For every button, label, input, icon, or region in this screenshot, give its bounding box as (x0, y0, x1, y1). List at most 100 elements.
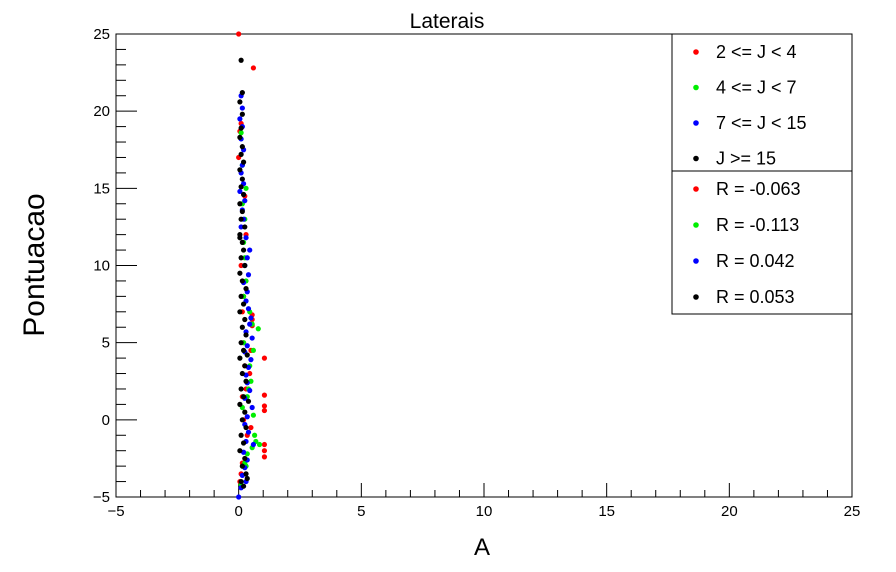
legend-marker (693, 84, 699, 91)
data-point (243, 471, 249, 477)
legend-marker (693, 49, 699, 55)
data-point (243, 332, 249, 338)
data-point (240, 440, 247, 446)
x-tick-label: 0 (234, 503, 242, 520)
data-point (239, 417, 245, 423)
y-tick-label: 0 (102, 412, 110, 429)
data-point (236, 31, 242, 37)
data-point (244, 255, 250, 261)
data-point (239, 324, 245, 330)
data-point (239, 239, 245, 245)
data-point (242, 198, 248, 204)
data-point (237, 355, 243, 361)
data-point (238, 293, 244, 299)
legend: 2 <= J < 4 4 <= J < 7 7 <= J < 15 J >= 15 R… (671, 33, 853, 315)
data-point (240, 247, 247, 253)
legend-marker (693, 258, 699, 264)
data-point (239, 90, 245, 96)
data-point (238, 224, 244, 230)
y-tick-label: 5 (102, 335, 110, 352)
data-point (247, 387, 253, 394)
legend-series: 2 <= J < 4 4 <= J < 7 7 <= J < 15 J >= 15 (693, 42, 807, 169)
data-point (237, 188, 243, 195)
data-point (237, 448, 243, 454)
y-tick-label: 15 (93, 180, 110, 197)
data-point (242, 455, 248, 462)
data-point (261, 355, 268, 361)
data-point (239, 105, 245, 111)
data-point (244, 475, 250, 482)
data-point (238, 130, 244, 136)
data-point (242, 224, 248, 230)
legend-marker (693, 186, 699, 192)
data-point (238, 340, 244, 346)
data-point (237, 235, 243, 241)
correlation-label: R = -0.063 (716, 179, 801, 199)
data-point (238, 432, 244, 438)
data-point (245, 306, 252, 312)
data-point (237, 401, 243, 407)
data-point (261, 403, 268, 409)
data-point (238, 151, 244, 157)
data-point (237, 201, 243, 207)
data-point (239, 208, 245, 215)
data-point (248, 315, 254, 321)
x-tick-label: −5 (107, 503, 124, 520)
correlation-label: R = 0.042 (716, 251, 795, 271)
y-axis-label: Pontuacao (18, 193, 51, 336)
y-tick-label: 10 (93, 258, 110, 275)
legend-marker (693, 120, 699, 126)
legend-entry-label: 7 <= J < 15 (716, 113, 807, 133)
x-tick-label: 15 (598, 503, 615, 520)
data-point (261, 448, 268, 454)
data-point (238, 184, 244, 190)
data-points (236, 31, 268, 500)
data-point (238, 386, 244, 392)
data-point (242, 316, 248, 323)
data-point (242, 363, 248, 369)
data-point (240, 301, 247, 307)
data-point (255, 326, 261, 332)
series-group (237, 57, 252, 489)
data-point (245, 272, 252, 278)
data-point (239, 111, 245, 117)
data-point (238, 125, 244, 131)
data-point (243, 378, 249, 384)
data-point (238, 255, 244, 261)
data-point (239, 278, 245, 284)
data-point (243, 424, 249, 431)
legend-box (671, 33, 853, 315)
x-axis: −5 0 5 10 15 20 25 (107, 483, 860, 520)
data-point (250, 412, 256, 418)
data-point (242, 262, 248, 269)
y-tick-label: 25 (93, 26, 110, 43)
x-tick-label: 25 (844, 503, 861, 520)
data-point (252, 432, 258, 438)
data-point (243, 235, 249, 241)
data-point (237, 116, 243, 122)
data-point (248, 424, 254, 431)
data-point (237, 309, 243, 315)
data-point (248, 357, 254, 363)
data-point (239, 370, 245, 377)
data-point (240, 483, 247, 489)
legend-entry-label: J >= 15 (716, 149, 776, 169)
legend-correlations: R = -0.063 R = -0.113 R = 0.042 R = 0.053 (693, 179, 801, 307)
data-point (238, 478, 244, 485)
data-point (238, 216, 244, 222)
y-tick-label: 20 (93, 103, 110, 120)
x-axis-label: A (474, 534, 490, 561)
data-point (250, 347, 256, 353)
data-point (261, 392, 268, 398)
data-point (261, 441, 268, 448)
data-point (247, 247, 253, 253)
data-point (256, 441, 263, 448)
chart-title: Laterais (410, 10, 485, 33)
data-point (240, 159, 247, 165)
data-point (240, 191, 247, 198)
legend-marker (693, 222, 699, 228)
data-point (244, 352, 250, 358)
data-point (245, 398, 252, 404)
data-point (239, 144, 245, 150)
